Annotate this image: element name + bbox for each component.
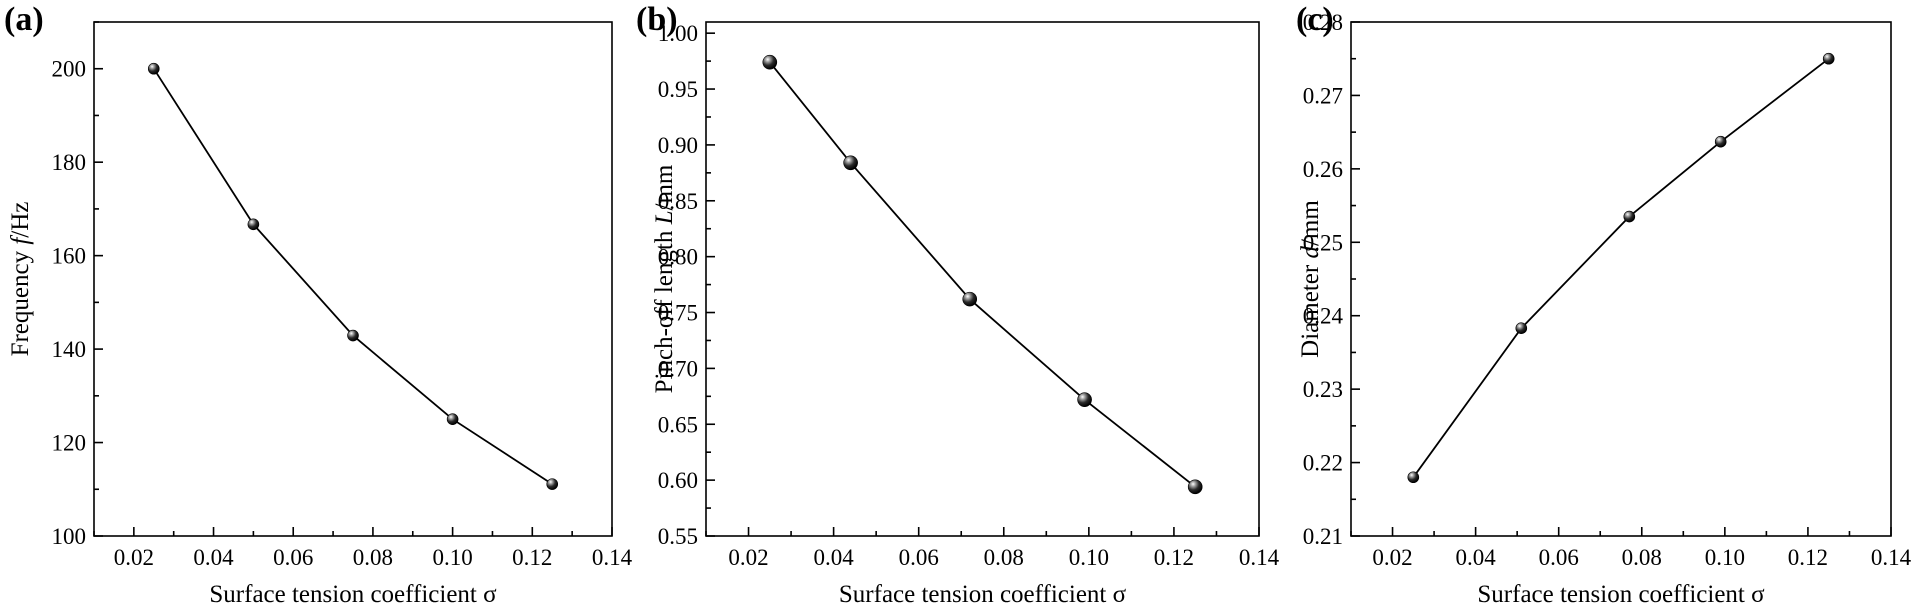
data-point [347,329,359,342]
y-tick-label: 0.65 [658,412,698,437]
data-point [962,291,978,307]
data-point [147,62,160,75]
y-tick-label: 0.90 [658,133,698,158]
x-tick-label: 0.04 [813,545,854,570]
panel-label: (b) [636,1,678,38]
y-axis-title-part: Frequency [7,245,34,357]
y-tick-label: 0.95 [658,77,698,102]
y-tick-label: 0.24 [1303,304,1344,329]
y-tick-label: 100 [52,524,87,549]
x-tick-label: 0.14 [1871,545,1912,570]
x-tick-label: 0.06 [1539,545,1579,570]
x-tick-label: 0.14 [1239,545,1280,570]
x-axis-title: Surface tension coefficient σ [839,581,1127,608]
chart-panel-1: (a) 0.02 0.04 0.06 0.08 0.10 0.12 0.14 100 120 140… [4,1,633,608]
chart-panel-3: (c) 0.02 0.04 0.06 0.08 0.10 0.12 0.14 0.21 0.22 0… [1296,1,1912,608]
plot-frame [705,21,1260,537]
x-tick-label: 0.04 [193,545,234,570]
series-line [1412,57,1830,478]
y-tick-label: 140 [52,337,87,362]
plot-frame [1350,21,1892,537]
series-line [153,68,553,485]
y-tick-label: 0.55 [658,524,698,549]
data-point [1187,479,1203,495]
x-tick-label: 0.04 [1455,545,1496,570]
y-axis-title-part: /mm [1297,200,1324,246]
panel-label: (c) [1296,1,1334,38]
y-tick-label: 0.75 [658,301,698,326]
x-tick-label: 0.06 [899,545,939,570]
y-tick-label: 0.25 [1303,230,1343,255]
y-tick-label: 180 [52,150,87,175]
x-tick-label: 0.12 [512,545,552,570]
data-point [762,54,778,70]
y-tick-label: 200 [52,57,87,82]
y-axis-title-part: d [1297,246,1324,259]
x-tick-label: 0.10 [432,545,472,570]
y-tick-label: 0.28 [1303,10,1343,35]
y-axis-title-part: /Hz [7,202,34,238]
x-tick-label: 0.12 [1154,545,1194,570]
chart-panel-2: (b) 0.02 0.04 0.06 0.08 0.10 0.12 0.14 0.55 0.60 0… [636,1,1280,608]
y-tick-label: 0.27 [1303,83,1343,108]
y-axis-title: Pinch-off length L/mm [651,164,678,393]
data-point [1714,135,1727,148]
y-tick-label: 1.00 [658,21,698,46]
x-tick-label: 0.06 [273,545,313,570]
x-tick-label: 0.12 [1788,545,1828,570]
y-axis-title-part: Pinch-off length [651,224,678,393]
data-point [1623,210,1636,223]
data-point [1515,322,1528,334]
plot-frame [93,21,613,537]
y-tick-label: 0.22 [1303,451,1343,476]
y-tick-label: 0.26 [1303,157,1343,182]
y-axis-title: Frequency f/Hz [7,202,34,357]
y-tick-label: 120 [52,431,87,456]
x-tick-label: 0.08 [353,545,393,570]
y-tick-label: 0.21 [1303,524,1343,549]
y-axis-title: Diameter d/mm [1297,200,1324,358]
x-tick-label: 0.14 [592,545,633,570]
y-axis-title-part: f [7,235,34,245]
x-tick-label: 0.02 [728,545,768,570]
y-tick-label: 0.85 [658,189,698,214]
x-tick-label: 0.02 [1372,545,1412,570]
data-point [247,218,260,231]
y-tick-label: 0.23 [1303,377,1343,402]
x-tick-label: 0.10 [1705,545,1745,570]
y-axis-title-part: Diameter [1297,259,1324,358]
x-axis-title: Surface tension coefficient σ [209,581,497,608]
data-point [1407,471,1420,484]
y-axis-title-part: /mm [651,164,678,210]
series-line [769,61,1196,488]
y-axis-title-part: L [651,210,678,225]
x-tick-label: 0.10 [1069,545,1109,570]
x-tick-label: 0.08 [984,545,1024,570]
data-point [446,413,459,425]
x-tick-label: 0.08 [1622,545,1662,570]
y-tick-label: 160 [52,244,87,269]
data-point [1077,392,1092,407]
data-point [843,155,858,171]
x-tick-label: 0.02 [114,545,154,570]
y-tick-label: 0.80 [658,245,698,270]
y-tick-label: 0.70 [658,356,698,381]
data-point [546,478,559,490]
x-axis-title: Surface tension coefficient σ [1477,581,1765,608]
panel-label: (a) [4,1,44,38]
y-tick-label: 0.60 [658,468,698,493]
data-point [1822,52,1835,65]
